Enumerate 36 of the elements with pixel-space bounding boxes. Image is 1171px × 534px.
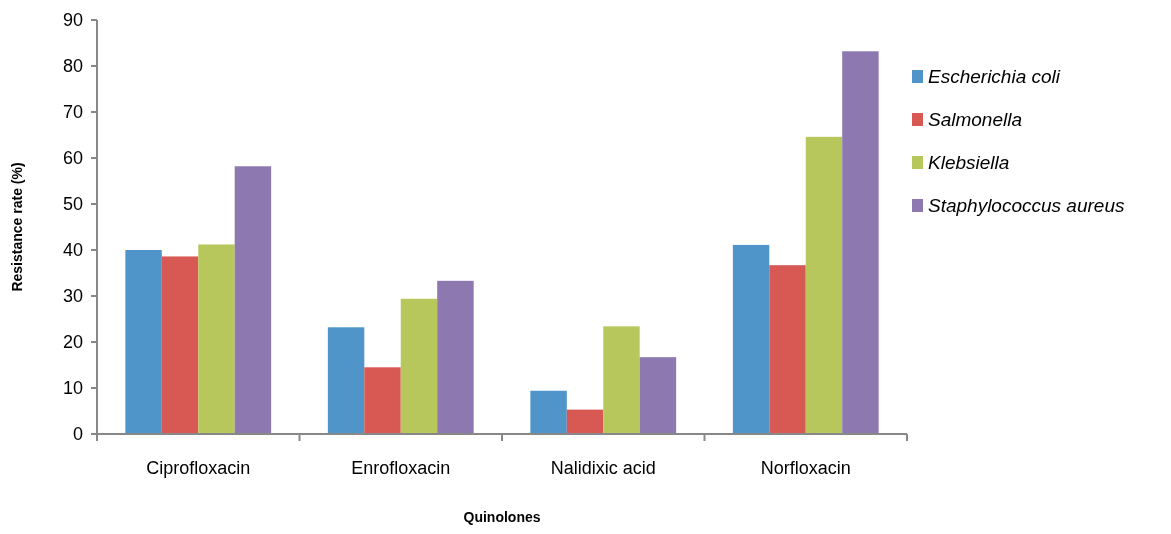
y-tick-label: 80 xyxy=(62,56,83,77)
y-tick-label: 90 xyxy=(62,10,83,31)
bar xyxy=(400,298,438,434)
x-axis-title: Quinolones xyxy=(463,509,541,525)
y-tick-label: 40 xyxy=(62,240,83,261)
bar xyxy=(842,51,879,434)
legend-label: Staphylococcus aureus xyxy=(928,194,1125,216)
bar xyxy=(198,244,235,434)
bar xyxy=(603,326,640,434)
x-tick-label: Ciprofloxacin xyxy=(146,458,251,478)
y-tick-label: 20 xyxy=(62,332,83,353)
bar xyxy=(125,250,162,434)
y-tick-label: 10 xyxy=(62,378,83,399)
x-tick-label: Nalidixic acid xyxy=(550,458,656,478)
y-tick-label: 0 xyxy=(72,424,83,445)
bar xyxy=(364,367,401,434)
bar xyxy=(161,256,199,434)
y-tick-label: 70 xyxy=(62,102,83,123)
bar xyxy=(769,265,806,434)
bar xyxy=(639,357,677,434)
bar xyxy=(327,327,365,434)
y-tick-label: 30 xyxy=(62,286,83,307)
legend-label: Salmonella xyxy=(928,108,1022,130)
bar xyxy=(437,280,474,434)
legend-label: Escherichia coli xyxy=(928,65,1061,87)
y-tick-label: 60 xyxy=(62,148,83,169)
bar xyxy=(530,390,567,434)
legend-label: Klebsiella xyxy=(928,151,1010,173)
y-tick-label: 50 xyxy=(62,194,83,215)
x-tick-label: Norfloxacin xyxy=(760,458,851,478)
bar xyxy=(805,136,843,434)
bar xyxy=(234,166,272,434)
bar xyxy=(566,409,604,434)
y-axis-title: Resistance rate (%) xyxy=(9,162,25,292)
bar xyxy=(732,244,770,434)
x-tick-label: Enrofloxacin xyxy=(351,458,451,478)
